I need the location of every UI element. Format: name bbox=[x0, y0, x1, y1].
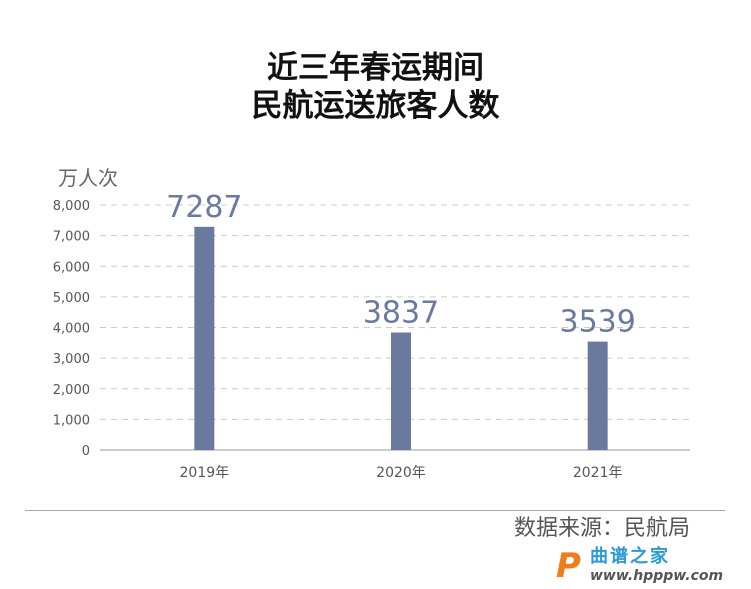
chart-title-line-1: 近三年春运期间 bbox=[267, 50, 484, 86]
y-tick-label: 8,000 bbox=[53, 199, 90, 214]
bar-chart: 万人次 0 1,000 2,000 3,000 4,000 5,000 6,000 7,000 8… bbox=[53, 166, 690, 481]
watermark-logo: P 曲谱之家 www.hpppw.com bbox=[556, 546, 746, 588]
watermark-url: www.hpppw.com bbox=[590, 568, 724, 584]
y-axis-label: 万人次 bbox=[58, 166, 118, 190]
divider bbox=[25, 510, 725, 511]
y-tick-label: 6,000 bbox=[53, 260, 90, 275]
y-tick-label: 2,000 bbox=[53, 383, 90, 398]
y-tick-label: 7,000 bbox=[53, 230, 90, 245]
data-label: 7287 bbox=[166, 190, 242, 225]
data-label: 3837 bbox=[363, 295, 439, 330]
bar-2021年 bbox=[587, 341, 608, 450]
x-tick-label: 2020年 bbox=[376, 465, 426, 481]
x-tick-label: 2021年 bbox=[573, 465, 623, 481]
watermark-text: 曲谱之家 bbox=[590, 546, 670, 567]
logo-p-icon: P bbox=[556, 546, 581, 586]
chart-title-line-2: 民航运送旅客人数 bbox=[251, 88, 500, 124]
x-tick-label: 2019年 bbox=[180, 465, 230, 481]
bar-2020年 bbox=[391, 332, 411, 450]
bar-2019年 bbox=[194, 226, 215, 450]
source-note: 数据来源：民航局 bbox=[514, 516, 691, 541]
y-tick-label: 1,000 bbox=[53, 413, 90, 428]
y-tick-label: 5,000 bbox=[53, 291, 90, 306]
y-tick-label: 0 bbox=[82, 444, 90, 459]
y-tick-label: 3,000 bbox=[53, 352, 90, 367]
y-tick-label: 4,000 bbox=[53, 322, 90, 337]
data-label: 3539 bbox=[559, 305, 635, 340]
